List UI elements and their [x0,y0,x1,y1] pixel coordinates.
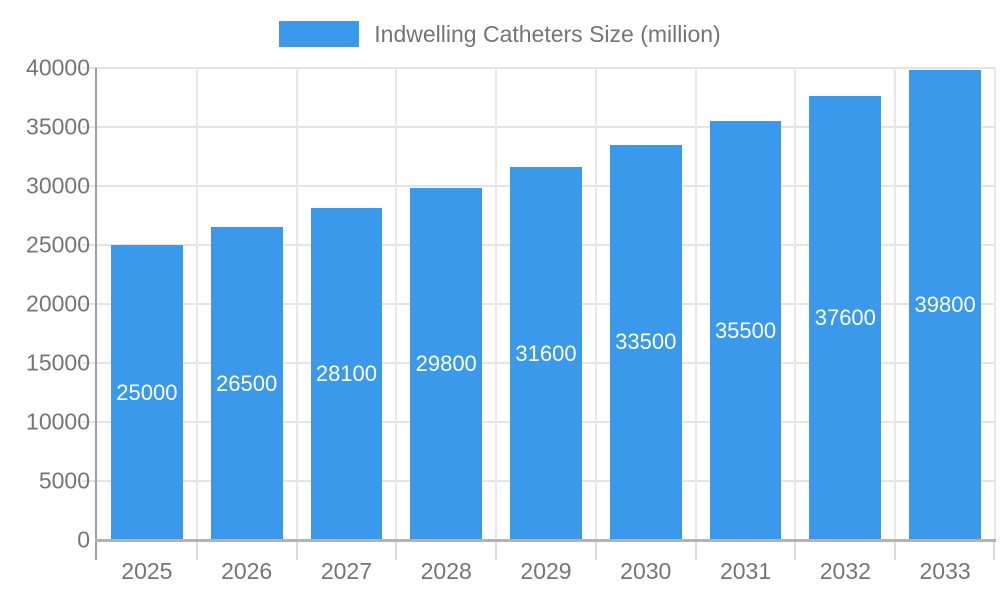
y-axis-tick-label: 10000 [26,408,90,435]
x-axis-tick-label: 2027 [320,558,373,584]
bar-value-label: 33500 [615,329,677,355]
bar: 28100 [310,208,383,540]
bar: 39800 [909,70,982,540]
gridline-horizontal [82,67,995,69]
bar-value-label: 26500 [216,370,278,396]
x-axis-tick-mark [295,540,298,560]
y-axis-tick-label: 0 [77,526,90,553]
x-axis-line [95,539,996,542]
gridline-horizontal [82,126,995,128]
x-axis-tick-label: 2026 [221,558,273,584]
gridline-vertical [694,68,697,540]
gridline-vertical [994,68,996,540]
bar: 37600 [809,96,882,540]
x-axis-tick-label: 2028 [420,558,472,584]
x-axis-tick-label: 2025 [121,558,173,584]
gridline-vertical [195,68,198,540]
bar: 31600 [510,167,582,540]
bar-value-label: 39800 [914,292,976,318]
y-axis-tick-label: 40000 [26,54,90,81]
x-axis-tick-mark [993,540,995,560]
bar-value-label: 28100 [315,361,378,387]
gridline-vertical [894,68,897,540]
x-axis-tick-mark [594,540,597,560]
y-axis-tick-label: 35000 [26,113,90,140]
x-axis-tick-label: 2031 [719,558,772,584]
bar-value-label: 35500 [714,317,777,343]
x-axis-tick-mark [495,540,498,560]
y-axis-tick-label: 15000 [26,349,90,376]
bar: 26500 [210,227,283,540]
y-axis-tick-label: 25000 [26,231,90,258]
gridline-vertical [295,68,298,540]
bar: 33500 [609,144,682,540]
x-axis-tick-mark [894,540,897,560]
y-axis-tick-label: 30000 [26,172,90,199]
gridline-vertical [594,68,597,540]
bar: 29800 [410,188,483,540]
x-axis-tick-label: 2029 [520,558,572,584]
legend-swatch [279,21,360,47]
bar: 35500 [709,121,782,540]
x-axis-tick-label: 2032 [819,558,871,584]
bar-value-label: 25000 [116,379,178,405]
bar-value-label: 37600 [814,305,876,331]
x-axis-tick-label: 2033 [919,558,971,584]
y-axis-tick-label: 20000 [26,290,90,317]
gridline-vertical [495,68,498,540]
gridline-vertical [794,68,797,540]
x-axis-tick-mark [694,540,697,560]
y-axis-line [95,68,97,560]
bar: 25000 [110,245,183,540]
bar-value-label: 31600 [515,340,577,366]
plot-area: 25000 26500 28100 29800 31600 33500 35500 37600… [82,67,996,560]
x-axis-tick-mark [794,540,797,560]
y-axis-tick-label: 5000 [38,467,90,494]
gridline-vertical [395,68,398,540]
legend-label: Indwelling Catheters Size (million) [374,20,721,47]
legend: Indwelling Catheters Size (million) [0,16,1000,52]
x-axis-tick-label: 2030 [620,558,672,584]
x-axis-tick-mark [195,540,198,560]
x-axis-tick-mark [395,540,398,560]
bar-value-label: 29800 [415,351,477,377]
